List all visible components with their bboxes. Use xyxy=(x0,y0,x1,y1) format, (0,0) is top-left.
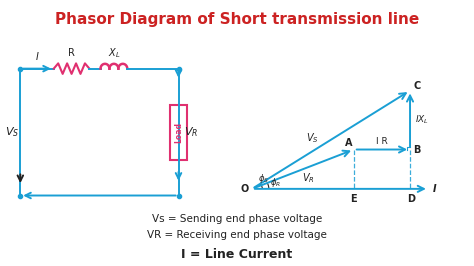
Text: $\phi_S$: $\phi_S$ xyxy=(257,172,269,185)
Text: D: D xyxy=(407,194,415,205)
Text: O: O xyxy=(241,184,249,194)
Text: I R: I R xyxy=(376,137,388,146)
Text: $V_R$: $V_R$ xyxy=(302,171,315,185)
Text: $V_S$: $V_S$ xyxy=(306,131,319,145)
Text: I = Line Current: I = Line Current xyxy=(182,248,292,260)
Text: C: C xyxy=(413,81,420,90)
Text: Load: Load xyxy=(174,122,183,143)
Text: $V_S$: $V_S$ xyxy=(5,125,19,139)
Text: A: A xyxy=(345,138,352,148)
Text: Phasor Diagram of Short transmission line: Phasor Diagram of Short transmission lin… xyxy=(55,12,419,27)
Text: B: B xyxy=(413,144,420,155)
FancyBboxPatch shape xyxy=(170,105,187,160)
Text: $IX_L$: $IX_L$ xyxy=(415,114,428,126)
Text: E: E xyxy=(351,194,357,205)
Text: I: I xyxy=(36,52,38,62)
Text: VR = Receiving end phase voltage: VR = Receiving end phase voltage xyxy=(147,230,327,240)
Text: $V_R$: $V_R$ xyxy=(183,125,198,139)
Text: R: R xyxy=(68,48,75,58)
Text: $X_L$: $X_L$ xyxy=(108,46,120,60)
Text: Vs = Sending end phase voltage: Vs = Sending end phase voltage xyxy=(152,214,322,225)
Text: I: I xyxy=(432,184,436,194)
Text: $\phi_R$: $\phi_R$ xyxy=(270,176,281,189)
